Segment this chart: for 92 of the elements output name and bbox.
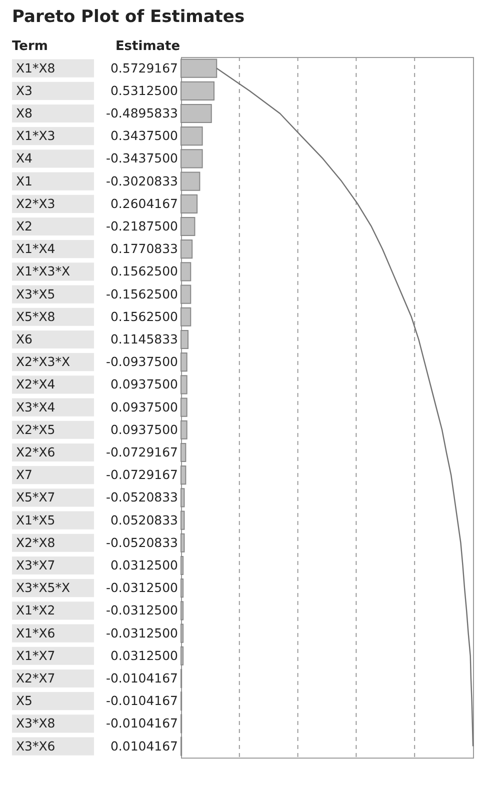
text: 0.0104167 xyxy=(110,738,178,754)
text: 0.3437500 xyxy=(110,128,178,144)
text: 0.0937500 xyxy=(110,399,178,414)
text: -0.3020833 xyxy=(106,173,178,188)
y-tick-label: X3 xyxy=(16,82,32,98)
y-tick-label: X3*X4 xyxy=(16,399,56,414)
text: 0.1770833 xyxy=(110,241,178,256)
y-tick-label: X1*X4 xyxy=(16,241,56,256)
y-tick-label: X1*X3*X xyxy=(16,264,70,279)
text: -0.1562500 xyxy=(106,286,178,302)
bar xyxy=(180,262,192,282)
y-tick-label: X2*X6 xyxy=(16,444,56,460)
y-tick-label: X3*X7 xyxy=(16,557,56,572)
bar xyxy=(180,216,196,236)
y-tick-label: X1 xyxy=(16,173,32,188)
text: 0.1145833 xyxy=(110,331,178,346)
y-tick-label: X3*X5*X xyxy=(16,580,70,596)
y-tick-label: X1*X8 xyxy=(16,60,56,76)
bar xyxy=(180,58,218,78)
bar xyxy=(180,442,186,462)
text: -0.0312500 xyxy=(106,602,178,618)
bar xyxy=(180,510,185,530)
text: 0.0312500 xyxy=(110,648,178,663)
bar xyxy=(180,646,184,666)
bar xyxy=(180,81,214,100)
y-tick-label: X2*X3*X xyxy=(16,354,70,370)
text: 0.2604167 xyxy=(110,196,178,211)
y-tick-label: X5*X7 xyxy=(16,490,56,505)
y-axis-title: Term xyxy=(12,39,48,54)
bar xyxy=(180,172,200,191)
text: -0.0520833 xyxy=(106,490,178,505)
y-tick-label: X1*X7 xyxy=(16,648,56,663)
y-tick-label: X2*X8 xyxy=(16,534,56,550)
text: 0.5312500 xyxy=(110,82,178,98)
bar xyxy=(180,240,193,259)
y-tick-label: X6 xyxy=(16,331,33,346)
text: -0.3437500 xyxy=(106,150,178,166)
y-tick-label: X3*X5 xyxy=(16,286,56,302)
y-tick-label: X7 xyxy=(16,467,32,482)
bar xyxy=(180,284,192,304)
y-tick-label: X1*X2 xyxy=(16,602,56,618)
y-tick-label: X2 xyxy=(16,218,32,234)
bar xyxy=(180,398,188,417)
y-tick-label: X1*X6 xyxy=(16,625,56,640)
text: -0.0104167 xyxy=(106,670,178,686)
y-tick-label: X3*X8 xyxy=(16,716,56,731)
bar xyxy=(180,601,184,620)
bar xyxy=(180,556,184,576)
text: -0.0729167 xyxy=(106,444,178,460)
y-tick-label: X4 xyxy=(16,150,33,166)
bar xyxy=(180,352,188,372)
text: 0.0937500 xyxy=(110,376,178,392)
text: 0.0520833 xyxy=(110,512,178,528)
y-tick-label: X5*X8 xyxy=(16,308,56,324)
bar xyxy=(180,126,203,146)
text: -0.2187500 xyxy=(106,218,178,234)
bar xyxy=(180,420,188,440)
bar xyxy=(180,488,185,508)
text: -0.4895833 xyxy=(106,106,178,120)
y-tick-label: X5 xyxy=(16,693,32,708)
chart-title: Pareto Plot of Estimates xyxy=(12,7,245,27)
y-tick-label: X1*X3 xyxy=(16,128,56,144)
bar xyxy=(180,194,198,214)
y-tick-label: X8 xyxy=(16,106,33,120)
text: 0.0937500 xyxy=(110,422,178,437)
bar xyxy=(180,466,186,485)
text: 0.0312500 xyxy=(110,557,178,572)
bar xyxy=(180,330,189,350)
bar xyxy=(180,375,188,394)
x-axis-title: Estimate xyxy=(115,39,180,54)
text: -0.0104167 xyxy=(106,693,178,708)
text: -0.0312500 xyxy=(106,580,178,596)
y-tick-label: X2*X4 xyxy=(16,376,56,392)
text: -0.0312500 xyxy=(106,625,178,640)
bar xyxy=(180,624,184,643)
text: 0.5729167 xyxy=(110,60,178,76)
y-tick-label: X2*X5 xyxy=(16,422,56,437)
text: -0.0937500 xyxy=(106,354,178,370)
bar xyxy=(180,578,184,598)
bar xyxy=(180,533,185,552)
text: -0.0104167 xyxy=(106,716,178,731)
bar xyxy=(180,149,203,168)
text: -0.0520833 xyxy=(106,534,178,550)
bar xyxy=(180,307,192,326)
text: 0.1562500 xyxy=(110,308,178,324)
text: 0.1562500 xyxy=(110,264,178,279)
y-tick-label: X2*X3 xyxy=(16,196,56,211)
y-tick-label: X3*X6 xyxy=(16,738,56,754)
text: -0.0729167 xyxy=(106,467,178,482)
bar xyxy=(180,104,212,124)
y-tick-label: X1*X5 xyxy=(16,512,56,528)
y-tick-label: X2*X7 xyxy=(16,670,56,686)
